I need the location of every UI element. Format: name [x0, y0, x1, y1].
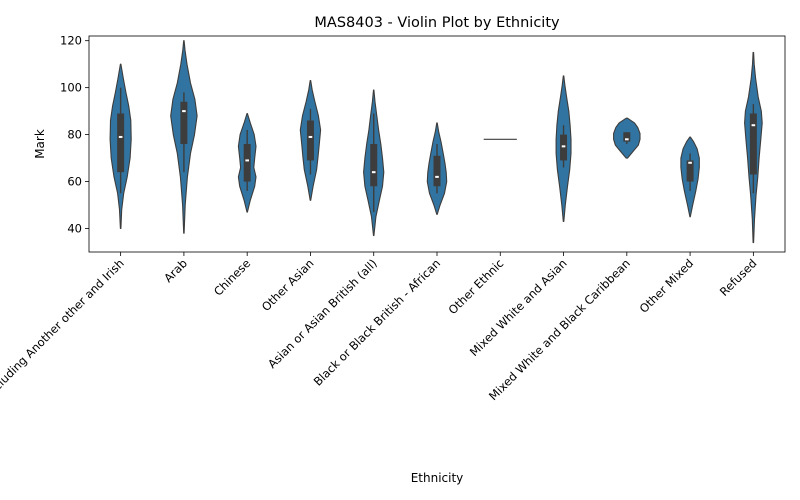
- violin-iqr-box: [243, 144, 251, 182]
- y-tick-label: 80: [67, 128, 82, 142]
- violin-iqr-box: [749, 113, 757, 175]
- x-axis: White including Another other and Irish A…: [0, 252, 759, 426]
- violin-group: [744, 51, 763, 244]
- x-axis-label: Ethnicity: [411, 471, 464, 485]
- violin-median: [371, 171, 376, 174]
- violin-median: [182, 110, 186, 113]
- plot-area: [109, 40, 763, 244]
- violin-median: [308, 135, 313, 138]
- violin-iqr-box: [306, 120, 314, 161]
- violin-median: [245, 159, 249, 162]
- x-tick-label: Arab: [161, 256, 190, 285]
- violin-median: [435, 175, 439, 178]
- y-axis-label: Mark: [33, 129, 47, 159]
- x-tick-label: Other Asian: [259, 256, 317, 314]
- violin-group: [613, 117, 641, 159]
- violin-median: [561, 145, 566, 148]
- x-tick-label: Refused: [717, 256, 760, 299]
- y-tick-label: 40: [67, 222, 82, 236]
- violin-group: [170, 40, 198, 234]
- violin-group: [299, 80, 322, 201]
- y-axis: 40 60 80 100 120: [60, 34, 89, 236]
- chart-title: MAS8403 - Violin Plot by Ethnicity: [314, 15, 560, 31]
- violin-group: [363, 89, 385, 237]
- y-tick-label: 60: [67, 175, 82, 189]
- y-tick-label: 100: [60, 81, 82, 95]
- violin-iqr-box: [180, 101, 188, 144]
- violin-group: [109, 63, 132, 230]
- violin-median: [118, 135, 123, 138]
- y-tick-label: 120: [60, 34, 82, 48]
- x-tick-label: Other Ethnic: [445, 256, 506, 317]
- x-tick-label: Other Mixed: [637, 256, 697, 316]
- violin-group: [680, 136, 700, 218]
- violin-median: [688, 161, 692, 164]
- violin-iqr-box: [370, 144, 378, 187]
- violin-group: [237, 112, 257, 213]
- violin-group: [426, 122, 448, 215]
- x-tick-label: White including Another other and Irish: [0, 256, 127, 426]
- violin-iqr-box: [117, 113, 125, 173]
- x-tick-label: Black or Black British - African: [311, 256, 443, 388]
- violin-iqr-box: [560, 134, 568, 161]
- violin-median: [751, 124, 756, 127]
- x-tick-label: Asian or Asian British (all): [265, 256, 380, 371]
- violin-iqr-box: [623, 132, 631, 142]
- violin-iqr-box: [686, 160, 694, 182]
- x-tick-label: Chinese: [211, 256, 253, 298]
- violin-median: [625, 138, 629, 141]
- violin-iqr-box: [433, 155, 441, 187]
- x-tick-label: Mixed White and Black Caribbean: [486, 256, 633, 403]
- violin-group: [555, 75, 572, 223]
